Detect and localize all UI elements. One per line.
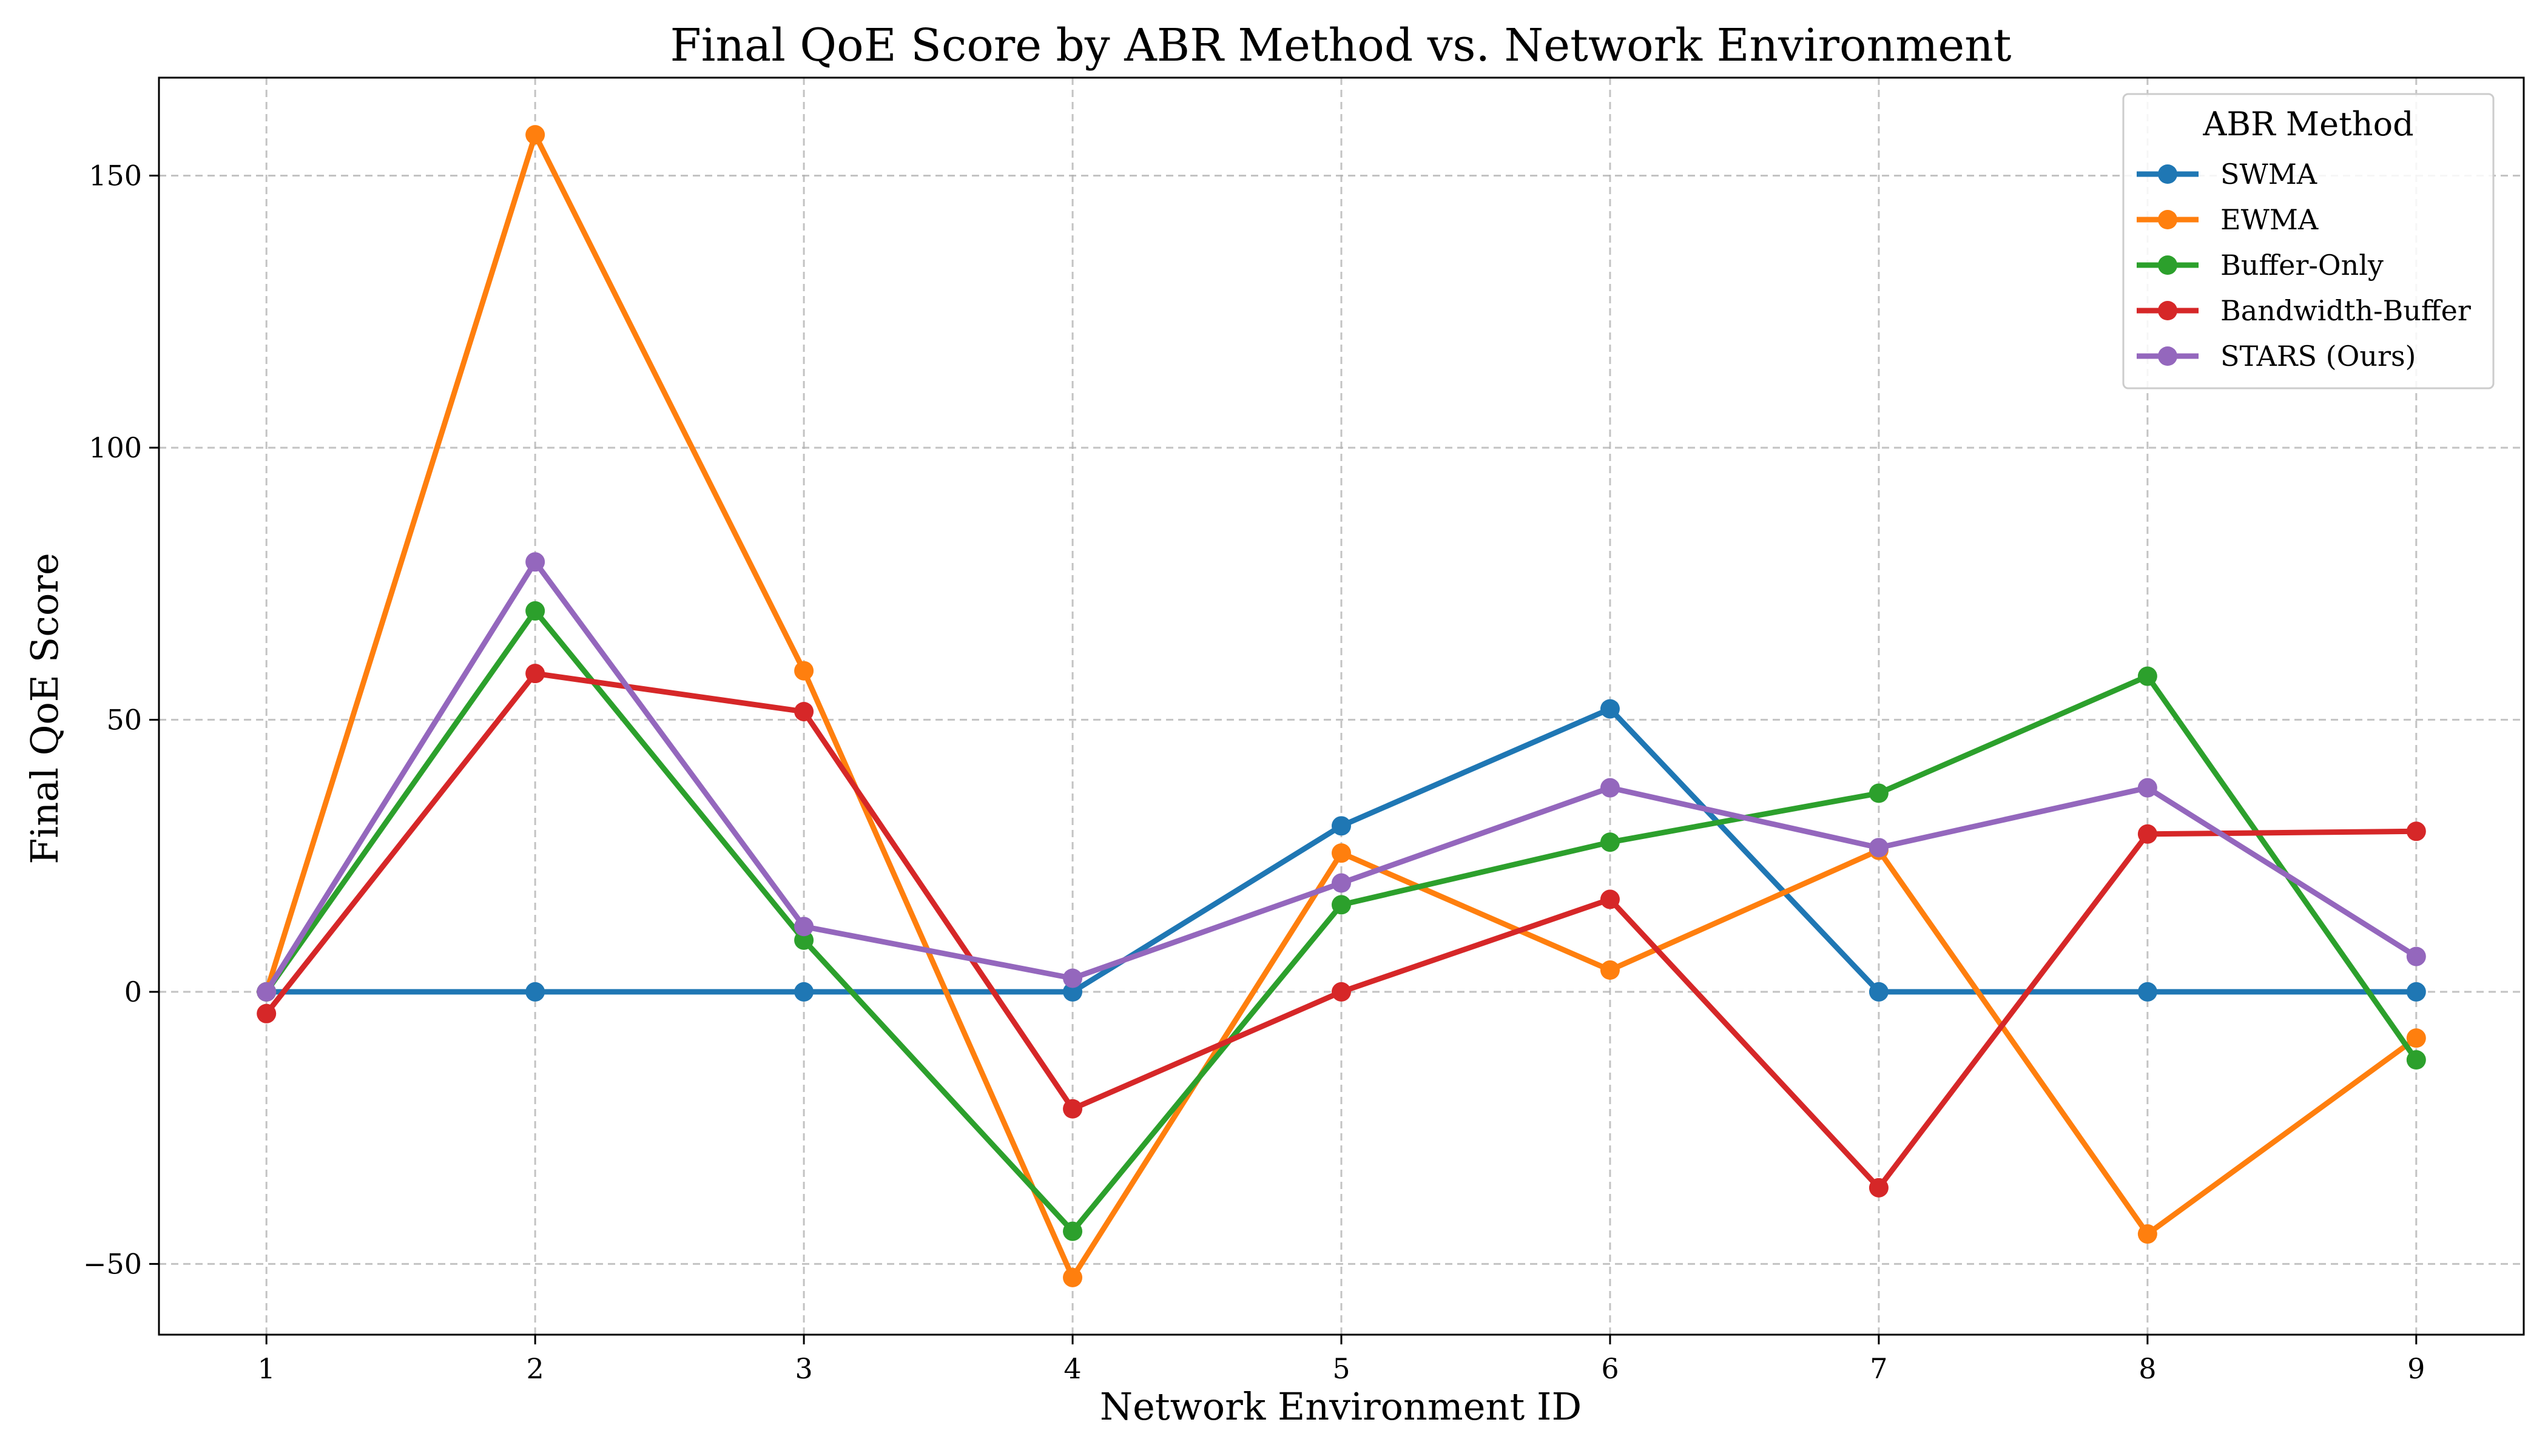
- legend-item: STARS (Ours): [2137, 340, 2416, 372]
- legend-swatch-marker: [2158, 346, 2177, 366]
- data-point: [525, 125, 545, 145]
- legend-swatch-marker: [2158, 164, 2177, 184]
- legend-label: Buffer-Only: [2220, 249, 2384, 281]
- data-point: [2406, 1028, 2426, 1048]
- data-point: [1600, 889, 1620, 909]
- data-point: [1869, 783, 1889, 803]
- legend-box: [2122, 93, 2495, 389]
- data-point: [2137, 824, 2157, 844]
- data-point: [1869, 982, 1889, 1002]
- data-point: [2406, 946, 2426, 966]
- data-point: [794, 701, 814, 721]
- legend-label: SWMA: [2220, 158, 2317, 190]
- data-point: [1600, 832, 1620, 852]
- data-point: [1332, 843, 1351, 863]
- data-point: [2137, 982, 2157, 1002]
- data-point: [1869, 838, 1889, 858]
- data-point: [794, 982, 814, 1002]
- data-point: [1600, 778, 1620, 798]
- data-point: [1063, 1267, 1083, 1287]
- x-tick-label: 3: [795, 1352, 812, 1385]
- legend: ABR Method SWMA EWMA Buffer-Only Bandwidth-…: [2122, 93, 2495, 389]
- legend-item: EWMA: [2137, 203, 2319, 236]
- data-point: [794, 917, 814, 937]
- legend-item: Buffer-Only: [2137, 249, 2384, 281]
- y-tick-label: 150: [89, 159, 142, 192]
- data-point: [1332, 816, 1351, 836]
- x-tick-label: 9: [2407, 1352, 2425, 1385]
- x-tick-label: 7: [1870, 1352, 1887, 1385]
- data-point: [2137, 1224, 2157, 1244]
- data-point: [257, 982, 277, 1002]
- y-tick-label: 100: [89, 431, 142, 464]
- plot-frame: [158, 76, 2525, 1336]
- data-point: [2406, 982, 2426, 1002]
- legend-swatch-marker: [2158, 301, 2177, 320]
- series-swma: [257, 699, 2426, 1002]
- data-point: [525, 664, 545, 684]
- x-tick-label: 2: [526, 1352, 544, 1385]
- series-ewma: [257, 125, 2426, 1287]
- x-tick-label: 6: [1601, 1352, 1619, 1385]
- legend-label: Bandwidth-Buffer: [2220, 294, 2471, 327]
- data-point: [2137, 778, 2157, 798]
- data-point: [1332, 895, 1351, 915]
- legend-swatch-marker: [2158, 255, 2177, 275]
- data-point: [1600, 699, 1620, 719]
- legend-label: EWMA: [2220, 203, 2319, 236]
- data-point: [1063, 1221, 1083, 1241]
- data-point: [525, 552, 545, 572]
- x-tick-label: 8: [2138, 1352, 2156, 1385]
- y-tick-label: 0: [124, 976, 142, 1008]
- data-point: [1063, 982, 1083, 1002]
- data-point: [794, 930, 814, 950]
- chart-title: Final QoE Score by ABR Method vs. Networ…: [670, 19, 2011, 72]
- data-point: [1869, 1178, 1889, 1198]
- data-point: [2137, 666, 2157, 686]
- x-tick-label: 1: [258, 1352, 275, 1385]
- data-point: [1332, 873, 1351, 893]
- legend-label: STARS (Ours): [2220, 340, 2416, 372]
- y-tick-label: 50: [106, 703, 142, 736]
- data-point: [1600, 960, 1620, 980]
- series-stars-ours: [257, 552, 2426, 1002]
- x-axis-label: Network Environment ID: [1100, 1384, 1582, 1429]
- data-point: [2406, 1050, 2426, 1070]
- y-tick-label: −50: [83, 1247, 142, 1280]
- legend-item: Bandwidth-Buffer: [2137, 294, 2471, 327]
- series-buffer-only: [257, 601, 2426, 1241]
- x-tick-label: 5: [1332, 1352, 1350, 1385]
- data-point: [1063, 1099, 1083, 1119]
- data-point: [1063, 968, 1083, 988]
- data-point: [2406, 821, 2426, 841]
- data-point: [257, 1003, 277, 1023]
- data-point: [525, 601, 545, 621]
- legend-title: ABR Method: [2202, 105, 2413, 143]
- y-axis-label: Final QoE Score: [22, 553, 67, 864]
- series-line: [263, 132, 2419, 1281]
- x-tick-label: 4: [1063, 1352, 1081, 1385]
- legend-item: SWMA: [2137, 158, 2317, 190]
- data-point: [794, 661, 814, 681]
- legend-items: SWMA EWMA Buffer-Only Bandwidth-Buffer STARS…: [2137, 158, 2471, 372]
- data-point: [1332, 982, 1351, 1002]
- data-point: [525, 982, 545, 1002]
- legend-swatch-marker: [2158, 210, 2177, 229]
- series-lines: [257, 125, 2426, 1287]
- axes: 1 2 3 4 5 6 7 8 9 −50 0 50 100 150: [83, 159, 2425, 1385]
